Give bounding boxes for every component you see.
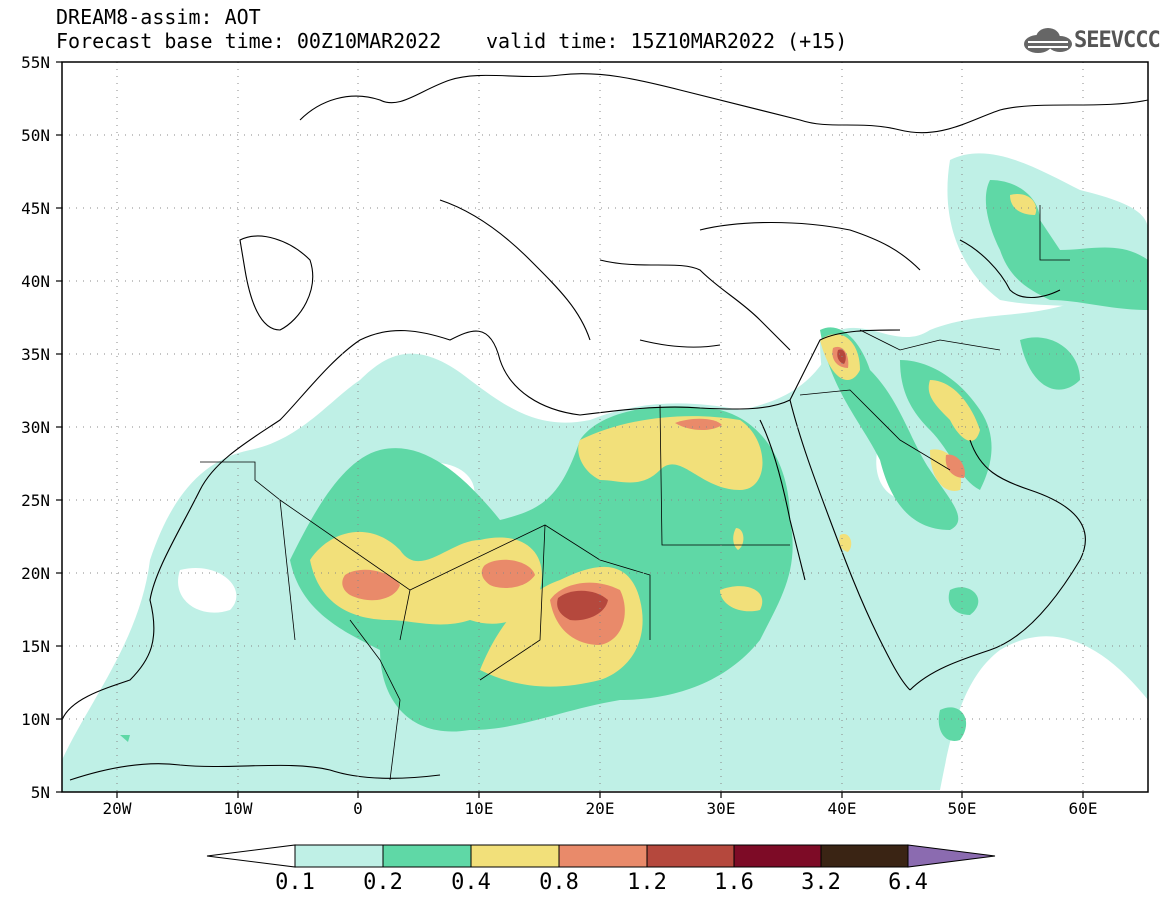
lat-label: 30N <box>21 418 50 437</box>
aot-field <box>62 153 1148 792</box>
grid-lines <box>62 62 1148 792</box>
lat-label: 45N <box>21 199 50 218</box>
lon-label: 20E <box>585 799 615 818</box>
colorbar-bin-0.8 <box>558 844 648 868</box>
chart-title: DREAM8-assim: AOT <box>56 5 261 29</box>
cloud-icon <box>1024 28 1072 53</box>
lon-label: 30E <box>706 799 736 818</box>
lat-label: 40N <box>21 272 50 291</box>
lat-label: 55N <box>21 53 50 72</box>
colorbar-label: 3.2 <box>801 870 841 895</box>
forecast-base-time: Forecast base time: 00Z10MAR2022 <box>56 29 442 53</box>
colorbar-over-arrow <box>907 844 996 868</box>
colorbar-bin-0.4 <box>470 844 560 868</box>
colorbar-bin-0.1 <box>294 844 384 868</box>
lon-label: 0 <box>353 799 363 818</box>
lat-label: 25N <box>21 491 50 510</box>
axis-ticks <box>56 61 1084 798</box>
valid-time: valid time: 15Z10MAR2022 (+15) <box>486 29 848 53</box>
colorbar-bin-0.2 <box>382 844 472 868</box>
colorbar-label: 6.4 <box>888 870 928 895</box>
logo-text: SEEVCCC <box>1074 28 1161 53</box>
colorbar-bin-1.2 <box>646 844 735 868</box>
colorbar-label: 0.4 <box>451 870 491 895</box>
lat-label: 10N <box>21 710 50 729</box>
colorbar-label: 0.2 <box>363 870 403 895</box>
colorbar <box>206 844 996 868</box>
lon-label: 10E <box>464 799 494 818</box>
lon-label: 50E <box>947 799 977 818</box>
colorbar-bin-1.6 <box>733 844 822 868</box>
lat-label: 5N <box>30 783 50 802</box>
lon-label: 20W <box>102 799 132 818</box>
lon-label: 10W <box>223 799 253 818</box>
lat-label: 35N <box>21 345 50 364</box>
colorbar-under-arrow <box>206 844 296 868</box>
lon-label: 60E <box>1068 799 1098 818</box>
coastlines <box>62 73 1148 781</box>
colorbar-bin-3.2 <box>820 844 909 868</box>
lat-label: 50N <box>21 126 50 145</box>
lon-label: 40E <box>827 799 857 818</box>
colorbar-label: 0.1 <box>275 870 315 895</box>
colorbar-label: 0.8 <box>539 870 579 895</box>
lat-label: 15N <box>21 637 50 656</box>
colorbar-label: 1.2 <box>627 870 667 895</box>
colorbar-label: 1.6 <box>714 870 754 895</box>
lat-label: 20N <box>21 564 50 583</box>
